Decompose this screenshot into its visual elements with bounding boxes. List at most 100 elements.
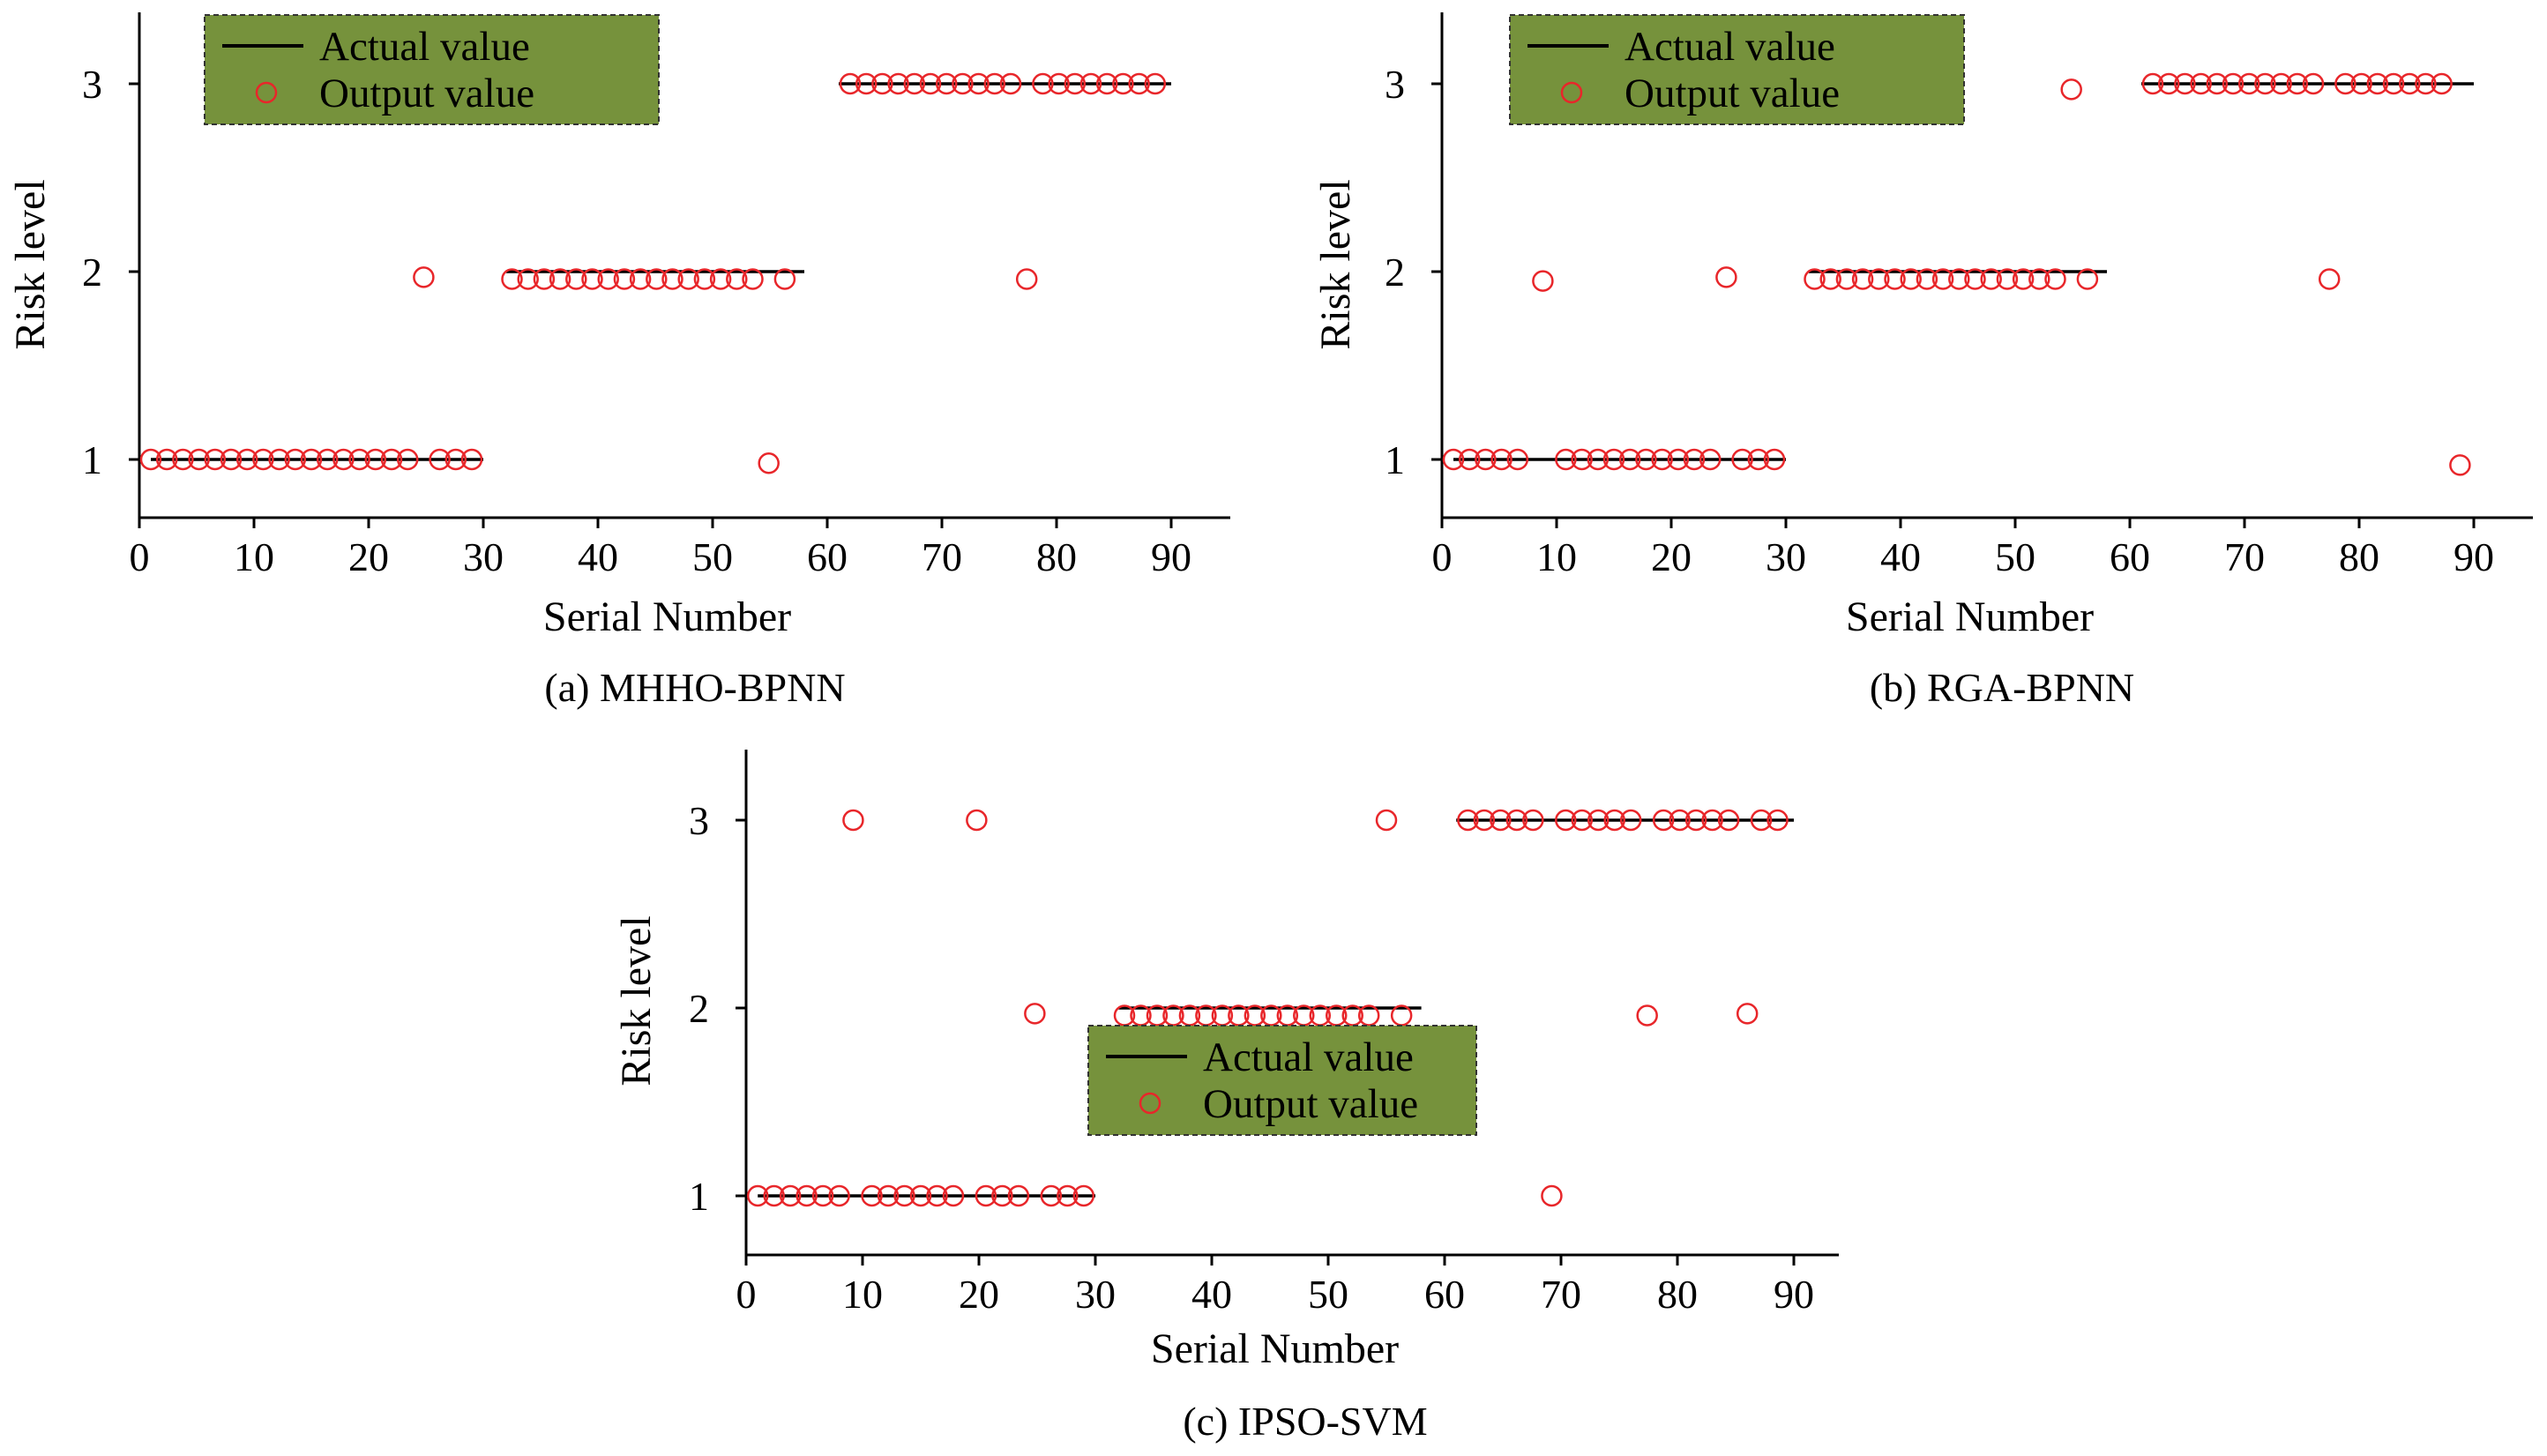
output-value-point bbox=[1571, 448, 1593, 471]
x-tick-label: 30 bbox=[1766, 534, 1806, 579]
output-value-point bbox=[1835, 268, 1858, 290]
output-value-point bbox=[1064, 72, 1087, 95]
output-value-point bbox=[1980, 268, 2002, 290]
output-value-point bbox=[2157, 72, 2180, 95]
output-value-point bbox=[919, 72, 942, 95]
panel-c-ipso-svm: 0 10 20 30 40 50 60 70 80 90 1 2 3 Serial Number Risk … bbox=[613, 750, 1839, 1444]
output-value-point bbox=[2190, 72, 2212, 95]
output-value-point bbox=[2318, 268, 2341, 290]
output-value-point bbox=[1040, 1184, 1063, 1207]
y-axis-label: Risk level bbox=[1312, 179, 1359, 349]
output-value-point bbox=[581, 268, 603, 290]
output-value-point bbox=[284, 448, 307, 471]
output-value-point bbox=[364, 448, 387, 471]
output-value-point bbox=[1007, 1184, 1030, 1207]
output-value-point bbox=[1618, 448, 1641, 471]
output-value-point bbox=[1851, 268, 1874, 290]
output-value-point bbox=[2302, 72, 2325, 95]
output-value-point bbox=[746, 1184, 769, 1207]
output-value-point bbox=[1457, 809, 1479, 832]
output-value-point bbox=[1032, 72, 1054, 95]
output-value-point bbox=[1996, 268, 2019, 290]
output-value-point bbox=[2060, 78, 2082, 101]
output-value-point bbox=[235, 448, 258, 471]
output-value-point bbox=[1603, 809, 1625, 832]
output-value-point bbox=[2334, 72, 2357, 95]
output-value-point bbox=[1571, 809, 1594, 832]
legend-box bbox=[204, 14, 660, 125]
output-value-point bbox=[2366, 72, 2389, 95]
x-tick-label: 20 bbox=[1651, 534, 1692, 579]
x-tick-label: 40 bbox=[578, 534, 618, 579]
output-value-point bbox=[1900, 268, 1922, 290]
output-value-point bbox=[726, 268, 748, 290]
x-tick-label: 20 bbox=[348, 534, 389, 579]
x-axis-label: Serial Number bbox=[1151, 1325, 1399, 1372]
legend-marker-swatch bbox=[255, 81, 278, 104]
output-value-point bbox=[300, 448, 323, 471]
x-tick-label: 40 bbox=[1191, 1272, 1232, 1317]
output-value-point bbox=[839, 72, 862, 95]
output-value-point bbox=[966, 809, 988, 832]
output-value-point bbox=[1763, 448, 1786, 471]
output-value-point bbox=[1473, 809, 1496, 832]
output-value-point bbox=[549, 268, 571, 290]
output-value-point bbox=[1731, 448, 1753, 471]
output-value-point bbox=[380, 448, 403, 471]
output-value-point bbox=[2012, 268, 2035, 290]
x-tick-label: 10 bbox=[1536, 534, 1577, 579]
output-value-point bbox=[332, 448, 355, 471]
x-tick-label: 80 bbox=[2339, 534, 2379, 579]
output-value-point bbox=[942, 1184, 965, 1207]
output-value-point bbox=[517, 268, 539, 290]
output-value-point bbox=[1015, 268, 1038, 290]
output-value-point bbox=[779, 1184, 802, 1207]
output-value-point bbox=[935, 72, 958, 95]
output-value-point bbox=[677, 268, 699, 290]
y-tick-label: 3 bbox=[1385, 62, 1405, 107]
output-value-point bbox=[188, 448, 210, 471]
output-value-point bbox=[2141, 72, 2164, 95]
output-value-point bbox=[877, 1184, 900, 1207]
output-value-point bbox=[758, 452, 780, 474]
legend-label-actual: Actual value bbox=[319, 24, 530, 70]
output-value-point bbox=[2174, 72, 2196, 95]
output-value-point bbox=[1766, 809, 1789, 832]
output-value-point bbox=[1532, 270, 1554, 292]
output-value-point bbox=[1555, 448, 1577, 471]
output-value-point bbox=[1667, 448, 1690, 471]
legend-label-actual: Actual value bbox=[1203, 1034, 1414, 1080]
y-tick-label: 2 bbox=[689, 986, 709, 1031]
panel-caption: (b) RGA-BPNN bbox=[1870, 665, 2134, 710]
output-value-point bbox=[1819, 268, 1841, 290]
output-value-point bbox=[1555, 809, 1577, 832]
output-value-point bbox=[2398, 72, 2421, 95]
output-value-point bbox=[1506, 448, 1529, 471]
output-value-point bbox=[646, 268, 668, 290]
output-value-point bbox=[396, 448, 419, 471]
output-value-point bbox=[1587, 448, 1610, 471]
output-value-point bbox=[1931, 268, 1954, 290]
output-value-point bbox=[1916, 268, 1938, 290]
output-value-point bbox=[693, 268, 716, 290]
output-value-point bbox=[2222, 72, 2244, 95]
output-value-point bbox=[952, 72, 974, 95]
output-value-point bbox=[1750, 809, 1773, 832]
output-value-point bbox=[871, 72, 893, 95]
output-value-point bbox=[1884, 268, 1906, 290]
y-tick-label: 1 bbox=[82, 437, 102, 482]
output-value-point bbox=[2350, 72, 2372, 95]
output-value-point bbox=[1964, 268, 1986, 290]
output-value-point bbox=[1130, 1004, 1152, 1027]
output-value-point bbox=[2237, 72, 2260, 95]
x-tick-label: 50 bbox=[1308, 1272, 1348, 1317]
output-value-point bbox=[1868, 268, 1890, 290]
output-value-point bbox=[1701, 809, 1723, 832]
y-axis-label: Risk level bbox=[7, 179, 54, 349]
output-value-point bbox=[2449, 454, 2471, 476]
output-value-point bbox=[1442, 448, 1465, 471]
output-value-point bbox=[1587, 809, 1610, 832]
x-tick-label: 50 bbox=[1995, 534, 2035, 579]
output-value-point bbox=[1635, 448, 1657, 471]
output-value-point bbox=[709, 268, 732, 290]
